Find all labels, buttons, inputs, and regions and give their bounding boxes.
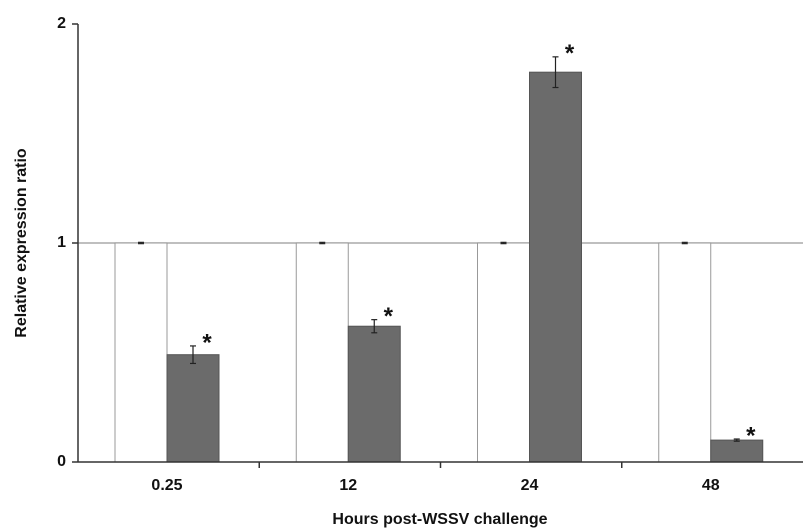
x-axis-label: Hours post-WSSV challenge — [332, 511, 547, 528]
bar — [167, 355, 219, 462]
significance-marker: * — [565, 40, 575, 67]
y-tick-label: 1 — [57, 234, 66, 251]
significance-marker: * — [202, 329, 212, 356]
y-tick-label: 0 — [57, 453, 66, 470]
bar — [296, 243, 348, 462]
y-axis-label: Relative expression ratio — [13, 148, 30, 338]
significance-marker: * — [746, 422, 756, 449]
x-tick-label: 24 — [521, 477, 539, 494]
bar — [659, 243, 711, 462]
y-tick-label: 2 — [57, 15, 66, 32]
bar — [115, 243, 167, 462]
significance-marker: * — [384, 303, 394, 330]
bar — [478, 243, 530, 462]
bar — [530, 72, 582, 462]
x-tick-label: 0.25 — [151, 477, 182, 494]
x-tick-label: 12 — [339, 477, 357, 494]
chart: Hours post-WSSV challenge Relative expre… — [0, 0, 803, 531]
x-tick-label: 48 — [702, 477, 720, 494]
bar — [348, 326, 400, 462]
